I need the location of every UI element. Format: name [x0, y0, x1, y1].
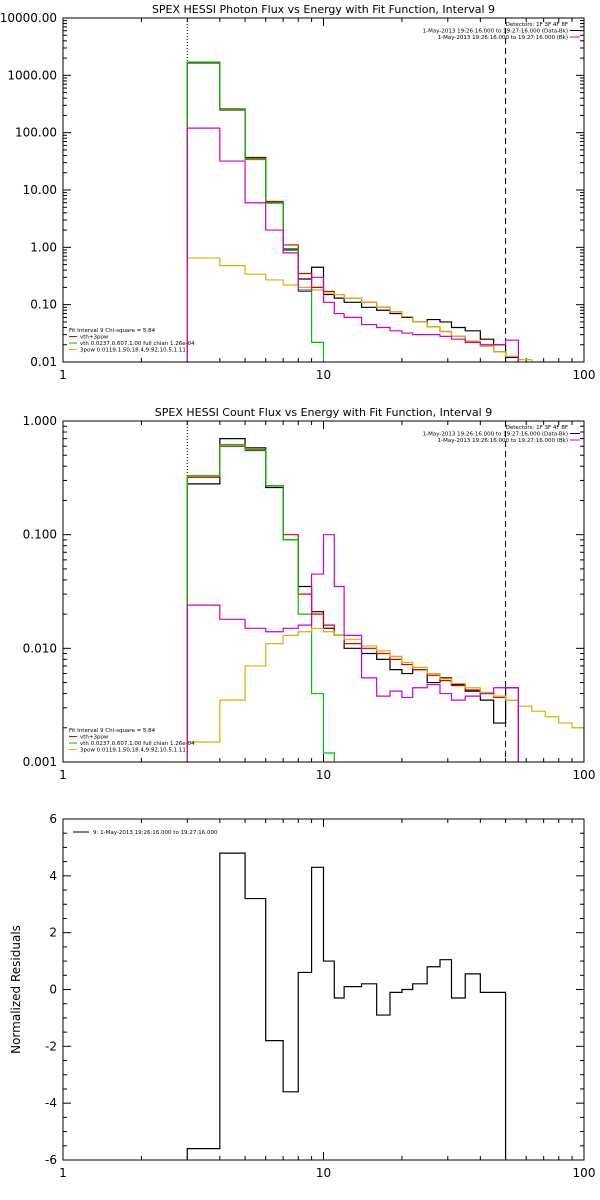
- plot-frame: [62, 818, 585, 1161]
- x-tick-label: 1: [59, 1166, 67, 1180]
- panel-3: 1 10 100 6 4 2 0 -2 -4 -6 Normalized Residuals 9: 1…: [9, 812, 595, 1180]
- series-line-3pow: [186, 627, 584, 762]
- header-label: 1-May-2013 19:26:16.000 to 19:27:16.000 …: [423, 432, 568, 438]
- series-line-bk: [186, 534, 520, 762]
- series-group: [186, 438, 584, 762]
- header-label: Detectors: 1F 3F 4F 8F: [506, 22, 568, 28]
- x-tick-label: 1: [59, 368, 67, 382]
- panel-1: SPEX HESSI Photon Flux vs Energy with Fi…: [0, 3, 595, 382]
- x-tick-label: 100: [573, 768, 596, 782]
- series-line-data: [186, 438, 520, 762]
- y-tick-label: 1000.00: [7, 68, 57, 82]
- y-tick-label: 2: [49, 926, 57, 940]
- x-tick-label: 100: [573, 368, 596, 382]
- y-tick-label: 6: [49, 812, 57, 826]
- y-tick-label: 1.000: [23, 414, 57, 428]
- x-tick-label: 100: [573, 1166, 596, 1180]
- y-tick-label: 0: [49, 983, 57, 997]
- chart-title: SPEX HESSI Count Flux vs Energy with Fit…: [155, 406, 492, 419]
- series-line-vth: [186, 443, 335, 762]
- y-tick-label: 100.00: [15, 126, 57, 140]
- fit-label: 3pow 0.0119,1.50,18.4,9.92,10.5,1.11: [80, 748, 186, 754]
- y-tick-label: 4: [49, 869, 57, 883]
- chart-title: SPEX HESSI Photon Flux vs Energy with Fi…: [152, 3, 495, 16]
- header-label: Detectors: 1F 3F 4F 8F: [506, 425, 568, 431]
- y-tick-label: 0.010: [23, 641, 57, 655]
- fit-label: 3pow 0.0119,1.50,18.4,9.92,10.5,1.11: [80, 348, 186, 354]
- y-tick-label: 10.00: [23, 183, 57, 197]
- fit-label: vth 0.0237,0.607,1.00 full chian 1.26e-0…: [80, 341, 195, 347]
- fit-label: vth+3pow: [80, 735, 109, 741]
- y-tick-label: 1.00: [30, 240, 57, 254]
- header-label: 1-May-2013 19:26:16.000 to 19:27:16.000 …: [423, 29, 568, 35]
- fit-label: vth 0.0237,0.607,1.00 full chian 1.26e-0…: [80, 741, 195, 747]
- y-tick-label: 10000.00: [0, 11, 57, 25]
- series-line-3pow: [186, 257, 546, 362]
- series-line-vth-3pow: [186, 61, 520, 362]
- header-label: 1-May-2013 19:26:16.000 to 19:27:16.000 …: [438, 438, 568, 444]
- y-tick-label: 0.01: [30, 355, 57, 369]
- y-tick-label: 0.10: [30, 298, 57, 312]
- series-line-vth: [186, 61, 325, 362]
- y-tick-label: -6: [45, 1153, 57, 1167]
- series-group: [186, 61, 546, 362]
- x-tick-label: 10: [316, 368, 331, 382]
- fit-label: vth+3pow: [80, 335, 109, 341]
- series-line-bk: [186, 127, 520, 362]
- y-tick-label: 0.001: [23, 755, 57, 769]
- x-tick-label: 1: [59, 768, 67, 782]
- y-tick-label: -4: [45, 1096, 57, 1110]
- y-tick-label: -2: [45, 1039, 57, 1053]
- panel-2: SPEX HESSI Count Flux vs Energy with Fit…: [23, 406, 596, 782]
- fit-label: Fit Interval 9 Chi-square = 5.84: [69, 328, 156, 334]
- fit-label: Fit Interval 9 Chi-square = 5.84: [69, 728, 156, 734]
- x-tick-label: 10: [316, 768, 331, 782]
- y-axis-label: Normalized Residuals: [9, 925, 23, 1054]
- x-tick-label: 10: [316, 1166, 331, 1180]
- series-line-data: [186, 62, 520, 362]
- series-group: [186, 852, 507, 1160]
- series-line-vth-3pow: [186, 445, 520, 762]
- plot-frame: [62, 17, 585, 363]
- plot-frame: [62, 420, 585, 763]
- header-label: 1-May-2013 19:26:16.000 to 19:27:16.000 …: [438, 35, 568, 41]
- legend-label: 9: 1-May-2013 19:26:16.000 to 19:27:16.0…: [93, 830, 218, 836]
- y-tick-label: 0.100: [23, 528, 57, 542]
- series-line-9-1-may-2013-19-26-16-000-to-19-27-16-000: [186, 852, 507, 1160]
